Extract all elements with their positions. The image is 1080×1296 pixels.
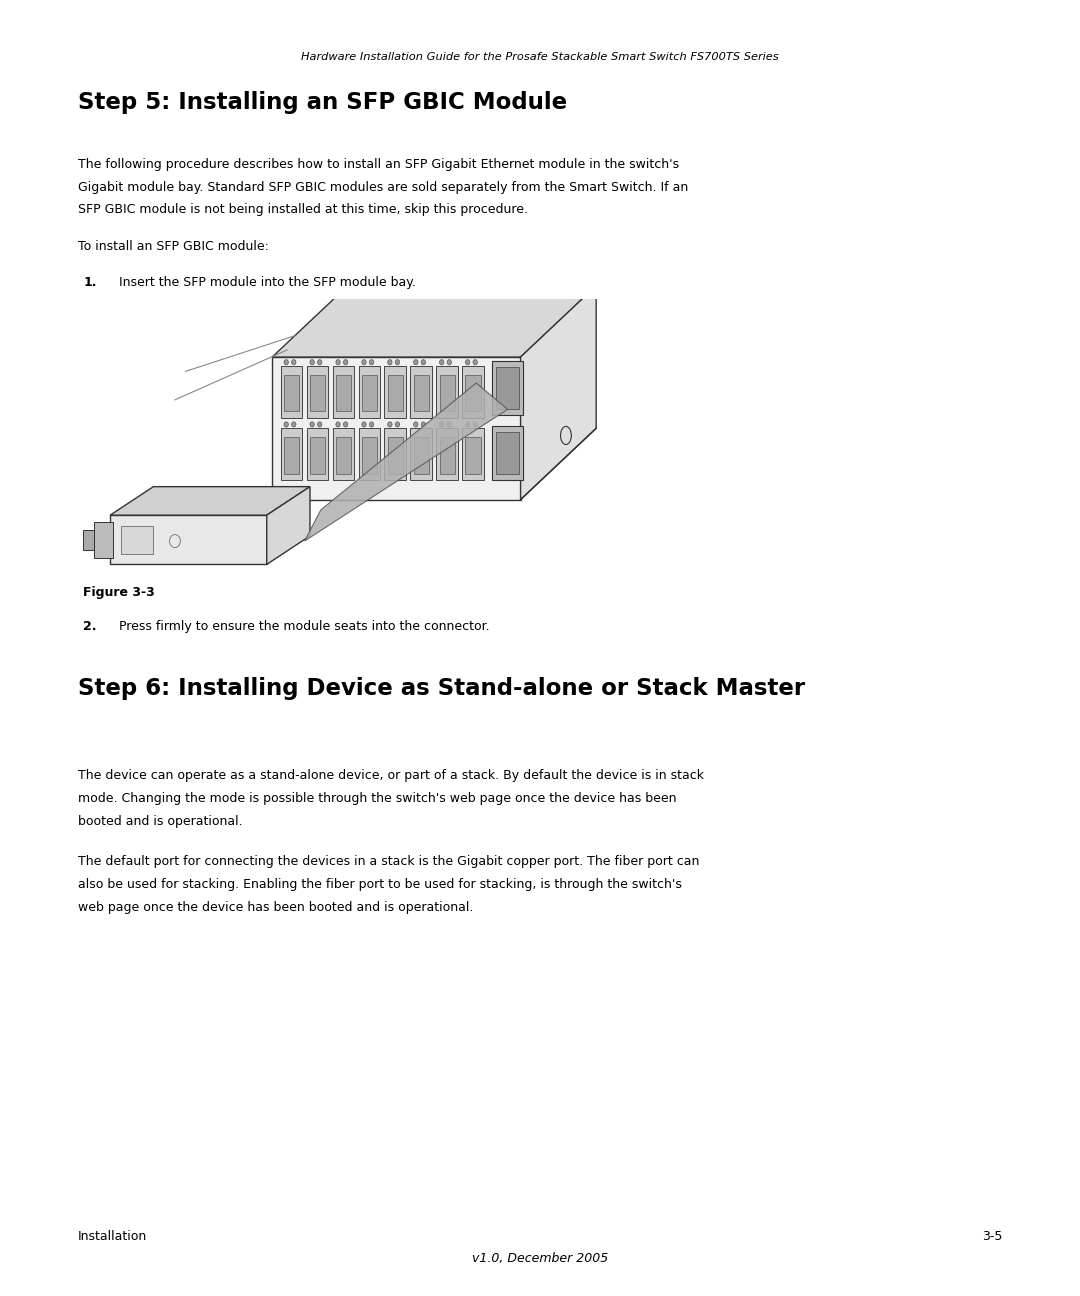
- Bar: [284, 376, 299, 412]
- Bar: [121, 526, 153, 553]
- Bar: [307, 365, 328, 417]
- Bar: [333, 428, 354, 480]
- Bar: [462, 428, 484, 480]
- Circle shape: [310, 421, 314, 426]
- Polygon shape: [521, 286, 596, 499]
- Bar: [410, 365, 432, 417]
- Bar: [307, 428, 328, 480]
- Text: Gigabit module bay. Standard SFP GBIC modules are sold separately from the Smart: Gigabit module bay. Standard SFP GBIC mo…: [78, 180, 688, 194]
- Circle shape: [292, 360, 296, 365]
- Circle shape: [318, 360, 322, 365]
- Bar: [384, 428, 406, 480]
- Text: 2.: 2.: [83, 621, 97, 634]
- Text: Figure 3-3: Figure 3-3: [83, 586, 154, 600]
- Circle shape: [369, 421, 374, 426]
- Text: Insert the SFP module into the SFP module bay.: Insert the SFP module into the SFP modul…: [119, 276, 416, 289]
- Bar: [496, 432, 519, 473]
- Circle shape: [395, 421, 400, 426]
- Text: The default port for connecting the devices in a stack is the Gigabit copper por: The default port for connecting the devi…: [78, 855, 699, 868]
- Text: mode. Changing the mode is possible through the switch's web page once the devic: mode. Changing the mode is possible thro…: [78, 792, 676, 805]
- Circle shape: [414, 421, 418, 426]
- Polygon shape: [110, 486, 310, 515]
- Polygon shape: [110, 515, 267, 564]
- Circle shape: [336, 360, 340, 365]
- Bar: [465, 437, 481, 473]
- Text: web page once the device has been booted and is operational.: web page once the device has been booted…: [78, 901, 473, 914]
- Bar: [436, 428, 458, 480]
- Circle shape: [336, 421, 340, 426]
- Circle shape: [343, 360, 348, 365]
- Bar: [414, 376, 429, 412]
- Bar: [496, 368, 519, 410]
- Circle shape: [369, 360, 374, 365]
- Circle shape: [465, 360, 470, 365]
- Bar: [492, 360, 523, 415]
- Bar: [336, 376, 351, 412]
- Bar: [492, 425, 523, 480]
- Text: Step 6: Installing Device as Stand-alone or Stack Master: Step 6: Installing Device as Stand-alone…: [78, 677, 805, 700]
- Bar: [362, 437, 377, 473]
- Circle shape: [318, 421, 322, 426]
- Bar: [359, 428, 380, 480]
- Polygon shape: [83, 530, 94, 550]
- Circle shape: [473, 360, 477, 365]
- Circle shape: [421, 421, 426, 426]
- Text: Press firmly to ensure the module seats into the connector.: Press firmly to ensure the module seats …: [119, 621, 489, 634]
- Bar: [384, 365, 406, 417]
- Circle shape: [414, 360, 418, 365]
- Text: 3-5: 3-5: [982, 1230, 1002, 1243]
- Bar: [281, 428, 302, 480]
- Circle shape: [362, 421, 366, 426]
- Text: To install an SFP GBIC module:: To install an SFP GBIC module:: [78, 240, 269, 253]
- Polygon shape: [267, 486, 310, 564]
- Circle shape: [440, 421, 444, 426]
- Text: booted and is operational.: booted and is operational.: [78, 815, 242, 828]
- Polygon shape: [272, 286, 596, 356]
- Text: Installation: Installation: [78, 1230, 147, 1243]
- Circle shape: [473, 421, 477, 426]
- Text: v1.0, December 2005: v1.0, December 2005: [472, 1252, 608, 1265]
- Circle shape: [284, 421, 288, 426]
- Circle shape: [292, 421, 296, 426]
- Bar: [310, 376, 325, 412]
- Bar: [336, 437, 351, 473]
- Bar: [272, 356, 521, 499]
- Circle shape: [440, 360, 444, 365]
- Text: Step 5: Installing an SFP GBIC Module: Step 5: Installing an SFP GBIC Module: [78, 91, 567, 114]
- Circle shape: [421, 360, 426, 365]
- Text: Hardware Installation Guide for the Prosafe Stackable Smart Switch FS700TS Serie: Hardware Installation Guide for the Pros…: [301, 52, 779, 62]
- Polygon shape: [305, 382, 508, 540]
- Text: SFP GBIC module is not being installed at this time, skip this procedure.: SFP GBIC module is not being installed a…: [78, 203, 528, 216]
- Bar: [333, 365, 354, 417]
- Circle shape: [388, 360, 392, 365]
- Text: The device can operate as a stand-alone device, or part of a stack. By default t: The device can operate as a stand-alone …: [78, 769, 704, 783]
- Bar: [410, 428, 432, 480]
- Circle shape: [465, 421, 470, 426]
- Text: The following procedure describes how to install an SFP Gigabit Ethernet module : The following procedure describes how to…: [78, 158, 679, 171]
- Circle shape: [284, 360, 288, 365]
- Bar: [436, 365, 458, 417]
- Bar: [440, 437, 455, 473]
- Circle shape: [362, 360, 366, 365]
- Bar: [281, 365, 302, 417]
- Bar: [310, 437, 325, 473]
- Circle shape: [447, 360, 451, 365]
- Bar: [388, 437, 403, 473]
- Bar: [362, 376, 377, 412]
- Bar: [440, 376, 455, 412]
- Bar: [284, 437, 299, 473]
- Text: 1.: 1.: [83, 276, 97, 289]
- Bar: [94, 521, 113, 557]
- Bar: [462, 365, 484, 417]
- Circle shape: [447, 421, 451, 426]
- Circle shape: [395, 360, 400, 365]
- Bar: [388, 376, 403, 412]
- Bar: [465, 376, 481, 412]
- Text: also be used for stacking. Enabling the fiber port to be used for stacking, is t: also be used for stacking. Enabling the …: [78, 879, 681, 892]
- Circle shape: [310, 360, 314, 365]
- Bar: [414, 437, 429, 473]
- Bar: [359, 365, 380, 417]
- Circle shape: [343, 421, 348, 426]
- Circle shape: [388, 421, 392, 426]
